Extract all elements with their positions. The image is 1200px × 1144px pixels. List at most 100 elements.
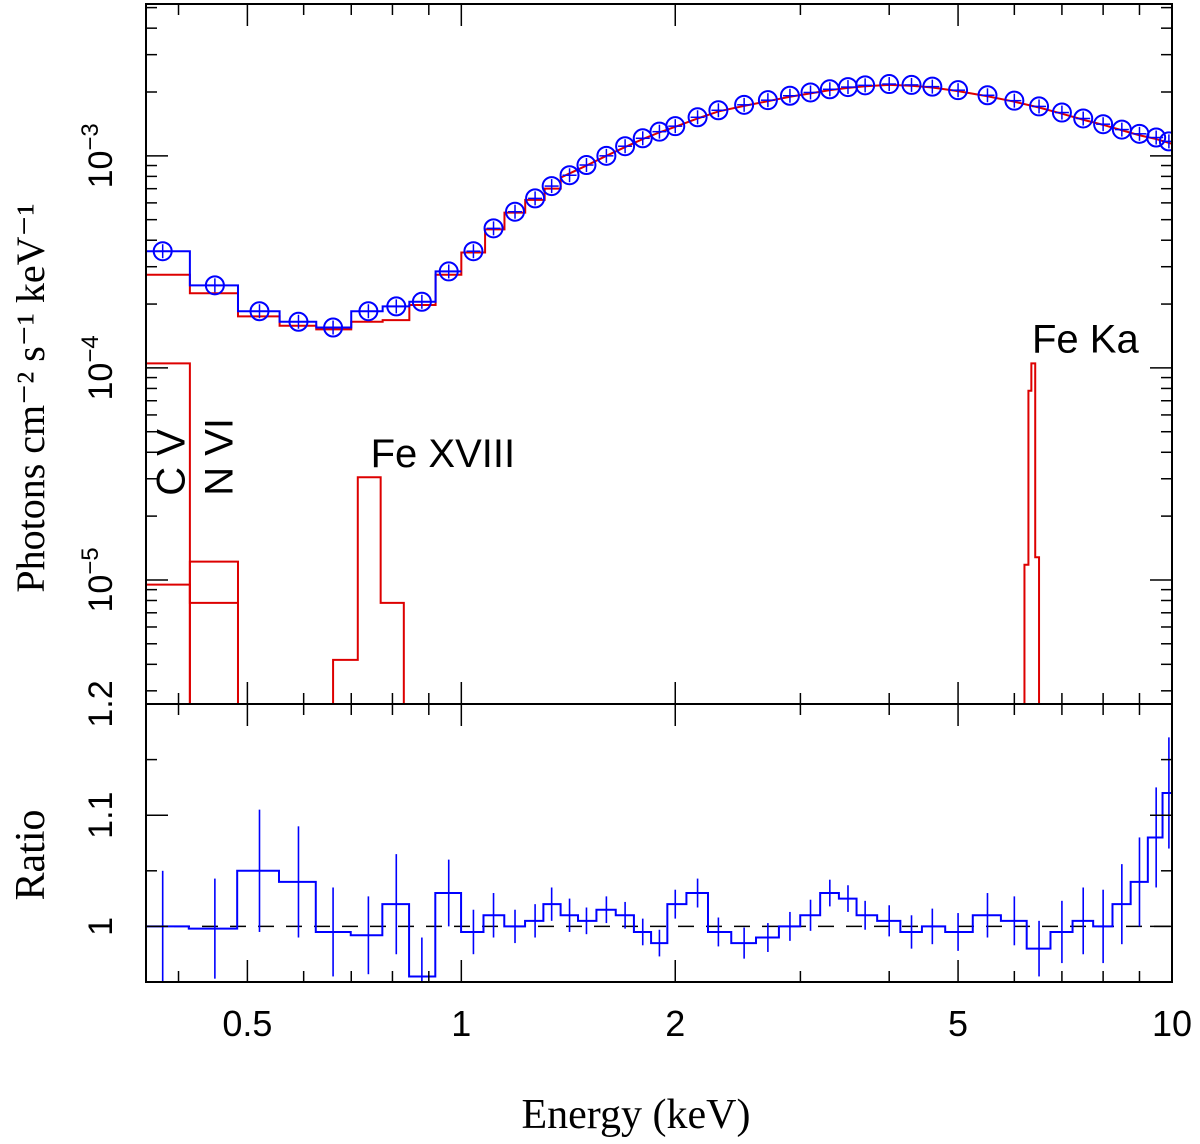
model-component-n-vi [188, 560, 239, 704]
data-point [1051, 102, 1072, 123]
data-step-line [146, 250, 462, 329]
data-point-marker [249, 301, 270, 322]
data-point [249, 301, 270, 322]
data-point [855, 75, 876, 96]
data-point-marker [687, 107, 708, 128]
data-point-marker [977, 85, 998, 106]
data-point [1111, 119, 1132, 140]
y-tick-label-1e-5: 10−5 [77, 547, 120, 612]
data-point-marker [901, 74, 922, 95]
data-point [559, 165, 580, 186]
data-point-marker [386, 296, 407, 317]
data-point [358, 301, 379, 322]
y-axis-title-ratio: Ratio [8, 810, 54, 901]
model-component-continuum-step [146, 583, 239, 704]
data-point [483, 218, 504, 239]
data-point-marker [734, 94, 755, 115]
data-point-marker [411, 291, 432, 312]
data-point-marker [438, 261, 459, 282]
ratio-plot-area [146, 737, 1172, 982]
data-point [800, 82, 821, 103]
data-point [596, 145, 617, 166]
data-point-marker [665, 116, 686, 137]
spectrum-panel [145, 3, 1173, 705]
data-point [1146, 127, 1167, 148]
data-point [879, 74, 900, 95]
data-point-marker [596, 145, 617, 166]
data-point-marker [505, 201, 526, 222]
spectrum-plot-area [146, 74, 1172, 704]
data-point [1004, 90, 1025, 111]
data-point-marker [463, 241, 484, 262]
line-label-fe-xviii: Fe XVIII [371, 432, 515, 476]
data-point-marker [1158, 131, 1172, 152]
data-point [1158, 131, 1172, 152]
data-point [204, 275, 225, 296]
data-point-marker [1051, 102, 1072, 123]
ratio-frame [145, 703, 1173, 983]
model-component-c-v [146, 362, 191, 704]
data-point-marker [708, 100, 729, 121]
data-point-marker [525, 188, 546, 209]
data-point-marker [855, 75, 876, 96]
data-point [779, 85, 800, 106]
data-point-marker [541, 176, 562, 197]
line-label-n-vi: N VI [197, 418, 241, 496]
data-point [1093, 114, 1114, 135]
data-point [615, 136, 636, 157]
data-point [288, 311, 309, 332]
data-point [323, 317, 344, 338]
ratio-tick-label-1: 1 [82, 917, 120, 936]
ratio-tick-label-1.1: 1.1 [82, 792, 120, 839]
data-point [541, 176, 562, 197]
data-point [948, 80, 969, 101]
x-tick-label-2: 2 [665, 1003, 685, 1044]
y-tick-label-1e-3: 10−3 [77, 123, 120, 188]
x-axis-title: Energy (keV) [522, 1092, 751, 1138]
data-point-marker [323, 317, 344, 338]
data-point [632, 128, 653, 149]
model-total-line [146, 83, 1172, 331]
data-point-marker [800, 82, 821, 103]
data-point [757, 90, 778, 111]
data-point-marker [922, 76, 943, 97]
data-point-marker [1029, 96, 1050, 117]
data-point [463, 241, 484, 262]
data-point-marker [204, 275, 225, 296]
data-point-marker [152, 241, 173, 262]
data-point [1073, 108, 1094, 129]
data-point-marker [632, 128, 653, 149]
data-point [386, 296, 407, 317]
data-point-marker [1004, 90, 1025, 111]
x-tick-label-5: 5 [948, 1003, 968, 1044]
data-point-marker [576, 155, 597, 176]
data-point [922, 76, 943, 97]
data-point-marker [879, 74, 900, 95]
data-point-marker [779, 85, 800, 106]
y-axis-title-flux: Photons cm⁻² s⁻¹ keV⁻¹ [8, 203, 53, 592]
data-point [505, 201, 526, 222]
line-label-fe-ka: Fe Ka [1032, 318, 1139, 362]
data-point-marker [483, 218, 504, 239]
x-tick-label-1: 1 [451, 1003, 471, 1044]
data-point [837, 77, 858, 98]
data-point [977, 85, 998, 106]
data-point [901, 74, 922, 95]
data-point-marker [1073, 108, 1094, 129]
data-point [525, 188, 546, 209]
data-point-marker [358, 301, 379, 322]
model-component-fe-xviii [332, 476, 424, 704]
data-point [819, 79, 840, 100]
data-point-marker [1093, 114, 1114, 135]
data-point [687, 107, 708, 128]
data-point-marker [559, 165, 580, 186]
data-point [411, 291, 432, 312]
ratio-panel [145, 703, 1173, 983]
data-point-marker [615, 136, 636, 157]
data-point [1129, 123, 1150, 144]
data-point [438, 261, 459, 282]
x-tick-label-0.5: 0.5 [222, 1003, 272, 1044]
ratio-tick-label-1.2: 1.2 [82, 680, 120, 727]
line-label-c-v: C V [150, 429, 194, 496]
data-point-marker [757, 90, 778, 111]
